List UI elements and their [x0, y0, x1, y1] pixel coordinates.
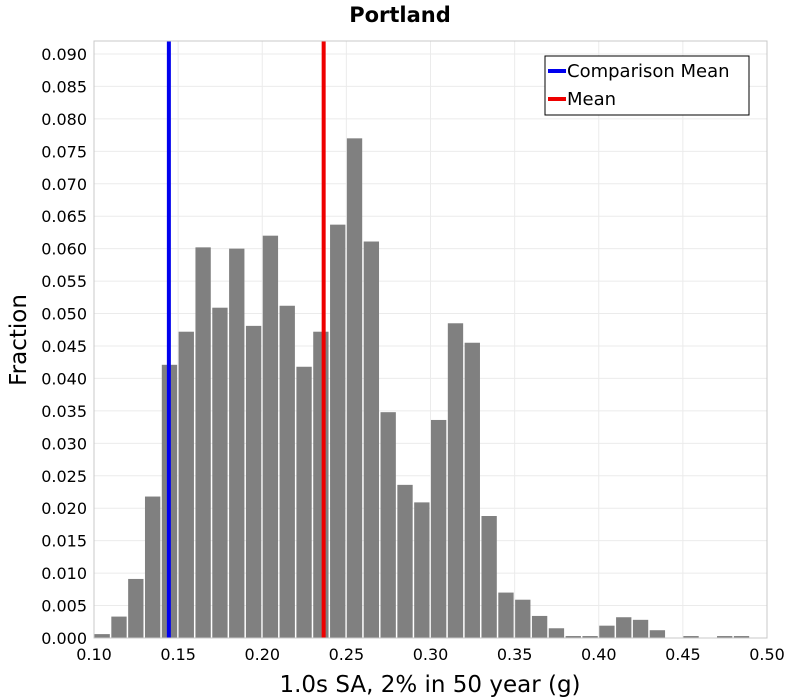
histogram-bar [565, 636, 581, 638]
histogram-bar [464, 342, 480, 638]
x-tick-label: 0.25 [329, 645, 365, 664]
histogram-bar [195, 247, 211, 638]
y-tick-label: 0.050 [41, 305, 87, 324]
histogram-bar [178, 331, 194, 638]
histogram-bar [229, 248, 245, 639]
x-tick-label: 0.50 [749, 645, 785, 664]
histogram-bar [144, 496, 161, 638]
x-tick-label: 0.35 [497, 645, 533, 664]
y-tick-label: 0.025 [41, 467, 87, 486]
y-tick-label: 0.080 [41, 110, 87, 129]
y-tick-label: 0.000 [41, 629, 87, 648]
y-tick-label: 0.085 [41, 77, 87, 96]
histogram-bar [94, 634, 110, 638]
histogram-bar [548, 628, 565, 638]
x-tick-label: 0.15 [160, 645, 196, 664]
y-tick-label: 0.010 [41, 564, 87, 583]
histogram-bar [262, 235, 279, 638]
y-tick-label: 0.090 [41, 45, 87, 64]
histogram-bar [447, 323, 464, 638]
y-tick-label: 0.055 [41, 272, 87, 291]
y-axis-ticks: 0.000 0.005 0.010 0.015 0.020 0.025 0.030 0.035… [41, 45, 87, 648]
x-axis-title: 1.0s SA, 2% in 50 year (g) [279, 672, 580, 698]
histogram-bar [313, 331, 329, 638]
histogram-bar [531, 615, 548, 638]
y-tick-label: 0.045 [41, 337, 87, 356]
histogram-bar [498, 592, 514, 638]
histogram-bar [599, 625, 615, 638]
histogram-bar [212, 307, 228, 638]
x-tick-label: 0.20 [244, 645, 280, 664]
legend-label-mean: Mean [567, 89, 616, 110]
x-tick-label: 0.10 [76, 645, 112, 664]
histogram-bar [111, 616, 127, 638]
legend: Comparison Mean Mean [544, 55, 750, 116]
x-axis-ticks: 0.10 0.15 0.20 0.25 0.30 0.35 0.40 0.45 0.50 [76, 645, 785, 664]
histogram-bar [245, 325, 262, 638]
y-tick-label: 0.035 [41, 402, 87, 421]
y-tick-label: 0.030 [41, 434, 87, 453]
histogram-bar [683, 636, 699, 638]
x-tick-label: 0.40 [581, 645, 617, 664]
histogram-bar [733, 636, 750, 638]
chart-title: Portland [349, 3, 451, 27]
histogram-bar [414, 502, 430, 638]
y-tick-label: 0.070 [41, 175, 87, 194]
x-tick-label: 0.30 [413, 645, 449, 664]
histogram-bar [515, 599, 531, 638]
y-axis-title: Fraction [6, 294, 32, 386]
histogram-bar [380, 412, 396, 638]
histogram-bar [481, 516, 497, 638]
legend-box [544, 55, 750, 116]
mean-lines [166, 41, 326, 638]
histogram-bar [649, 630, 666, 638]
histogram-bar [330, 224, 346, 638]
y-tick-label: 0.075 [41, 142, 87, 161]
histogram-bar [616, 617, 632, 638]
histogram-bar [346, 138, 363, 638]
histogram-bar [582, 636, 598, 638]
histogram-bar [128, 578, 144, 638]
y-tick-label: 0.005 [41, 597, 87, 616]
histogram-bar [717, 636, 733, 638]
histogram-bars [94, 138, 750, 639]
y-tick-label: 0.040 [41, 369, 87, 388]
histogram-bar [632, 619, 649, 638]
legend-label-comparison-mean: Comparison Mean [567, 61, 730, 82]
y-tick-label: 0.065 [41, 207, 87, 226]
histogram-bar [431, 419, 447, 638]
histogram-bar [279, 305, 295, 638]
plot-border [93, 40, 768, 639]
y-tick-label: 0.015 [41, 532, 87, 551]
histogram-bar [296, 366, 312, 638]
y-tick-label: 0.020 [41, 499, 87, 518]
histogram-bar [397, 484, 413, 638]
histogram-bar [363, 241, 380, 638]
y-tick-label: 0.060 [41, 240, 87, 259]
x-tick-label: 0.45 [665, 645, 701, 664]
